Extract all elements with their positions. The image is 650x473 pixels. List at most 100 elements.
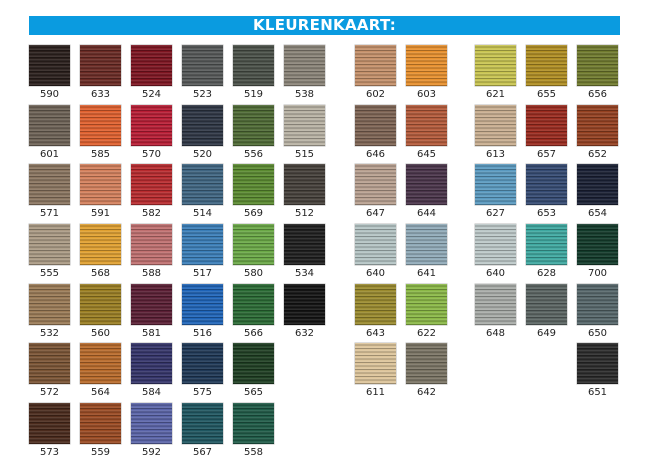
color-code: 592 [141, 447, 162, 459]
color-code: 567 [192, 447, 213, 459]
color-swatch-item: 538 [284, 45, 325, 105]
color-swatch-item: 519 [233, 45, 274, 105]
color-code: 523 [192, 89, 213, 100]
color-swatch [29, 104, 70, 146]
color-swatch [284, 104, 325, 146]
color-code: 556 [243, 148, 264, 160]
empty-cell [475, 343, 516, 403]
color-swatch [577, 104, 618, 146]
color-swatch-item: 700 [577, 224, 618, 284]
color-code: 566 [243, 327, 264, 339]
color-code: 656 [587, 89, 608, 100]
color-code: 585 [90, 148, 111, 160]
color-code: 652 [587, 148, 608, 160]
color-swatch [80, 283, 121, 325]
color-code: 559 [90, 447, 111, 459]
color-chart-title-bar: KLEURENKAART: [29, 16, 620, 35]
color-code: 520 [192, 148, 213, 160]
color-swatch [233, 224, 274, 266]
color-swatch [131, 403, 172, 445]
color-swatch [80, 104, 121, 146]
color-code: 643 [365, 327, 386, 339]
color-swatch-item: 556 [233, 104, 274, 165]
color-swatch-item: 601 [29, 104, 70, 165]
color-code: 640 [365, 268, 386, 280]
color-swatch-item: 515 [284, 104, 325, 165]
color-code: 560 [90, 327, 111, 339]
color-swatch [233, 283, 274, 325]
color-swatch [577, 164, 618, 206]
color-swatch [355, 104, 396, 146]
color-code: 564 [90, 387, 111, 399]
color-swatch-item: 516 [182, 283, 223, 344]
color-code: 524 [141, 89, 162, 100]
color-code: 519 [243, 89, 264, 100]
color-code: 655 [536, 89, 557, 100]
color-code: 568 [90, 268, 111, 280]
color-swatch [284, 283, 325, 325]
color-swatch-item: 646 [355, 104, 396, 165]
color-code: 627 [485, 208, 506, 220]
color-swatch-item: 622 [406, 283, 447, 344]
color-code: 538 [294, 89, 315, 100]
color-swatch-item: 645 [406, 104, 447, 165]
color-swatch-item: 640 [355, 224, 396, 284]
color-swatch-item: 567 [182, 403, 223, 463]
color-code: 649 [536, 327, 557, 339]
color-chart-title: KLEURENKAART: [253, 16, 396, 34]
color-swatch-item: 648 [475, 283, 516, 344]
color-swatch [526, 104, 567, 146]
color-code: 581 [141, 327, 162, 339]
color-swatch-item: 585 [80, 104, 121, 165]
color-swatch-item: 555 [29, 224, 70, 284]
color-swatch-item: 512 [284, 164, 325, 224]
color-code: 632 [294, 327, 315, 339]
color-swatch-item: 559 [80, 403, 121, 463]
color-swatch-item: 642 [406, 343, 447, 403]
color-swatch [475, 283, 516, 325]
color-code: 572 [39, 387, 60, 399]
color-swatch-item: 564 [80, 343, 121, 403]
color-swatch [475, 104, 516, 146]
color-swatch [233, 403, 274, 445]
color-swatch [29, 45, 70, 86]
color-code: 558 [243, 447, 264, 459]
color-swatch [577, 224, 618, 266]
color-swatch-item: 633 [80, 45, 121, 105]
color-code: 601 [39, 148, 60, 160]
color-swatch-item: 650 [577, 283, 618, 344]
color-swatch-item: 651 [577, 343, 618, 403]
color-swatch-item: 655 [526, 45, 567, 105]
swatch-group-2: 602 603 646 645 647 644 640 641 643 622 611 642 [355, 45, 447, 403]
color-swatch-item: 575 [182, 343, 223, 403]
color-swatch [406, 283, 447, 325]
color-code: 573 [39, 447, 60, 459]
color-swatch [182, 224, 223, 266]
color-swatch-item: 568 [80, 224, 121, 284]
color-swatch-item: 621 [475, 45, 516, 105]
empty-cell [284, 403, 325, 463]
color-swatch-item: 558 [233, 403, 274, 463]
color-swatch [475, 164, 516, 206]
color-code: 603 [416, 89, 437, 100]
color-swatch-item: 628 [526, 224, 567, 284]
color-swatch-item: 640 [475, 224, 516, 284]
color-code: 646 [365, 148, 386, 160]
color-code: 657 [536, 148, 557, 160]
color-swatch [355, 224, 396, 266]
color-swatch [182, 283, 223, 325]
color-code: 517 [192, 268, 213, 280]
color-swatch [355, 343, 396, 385]
color-code: 591 [90, 208, 111, 220]
color-swatch [182, 104, 223, 146]
color-swatch [406, 104, 447, 146]
color-swatch [577, 283, 618, 325]
color-code: 644 [416, 208, 437, 220]
empty-cell [284, 343, 325, 403]
color-swatch-item: 584 [131, 343, 172, 403]
color-code: 633 [90, 89, 111, 100]
color-code: 653 [536, 208, 557, 220]
color-code: 613 [485, 148, 506, 160]
color-swatch [475, 224, 516, 266]
color-swatch-item: 643 [355, 283, 396, 344]
